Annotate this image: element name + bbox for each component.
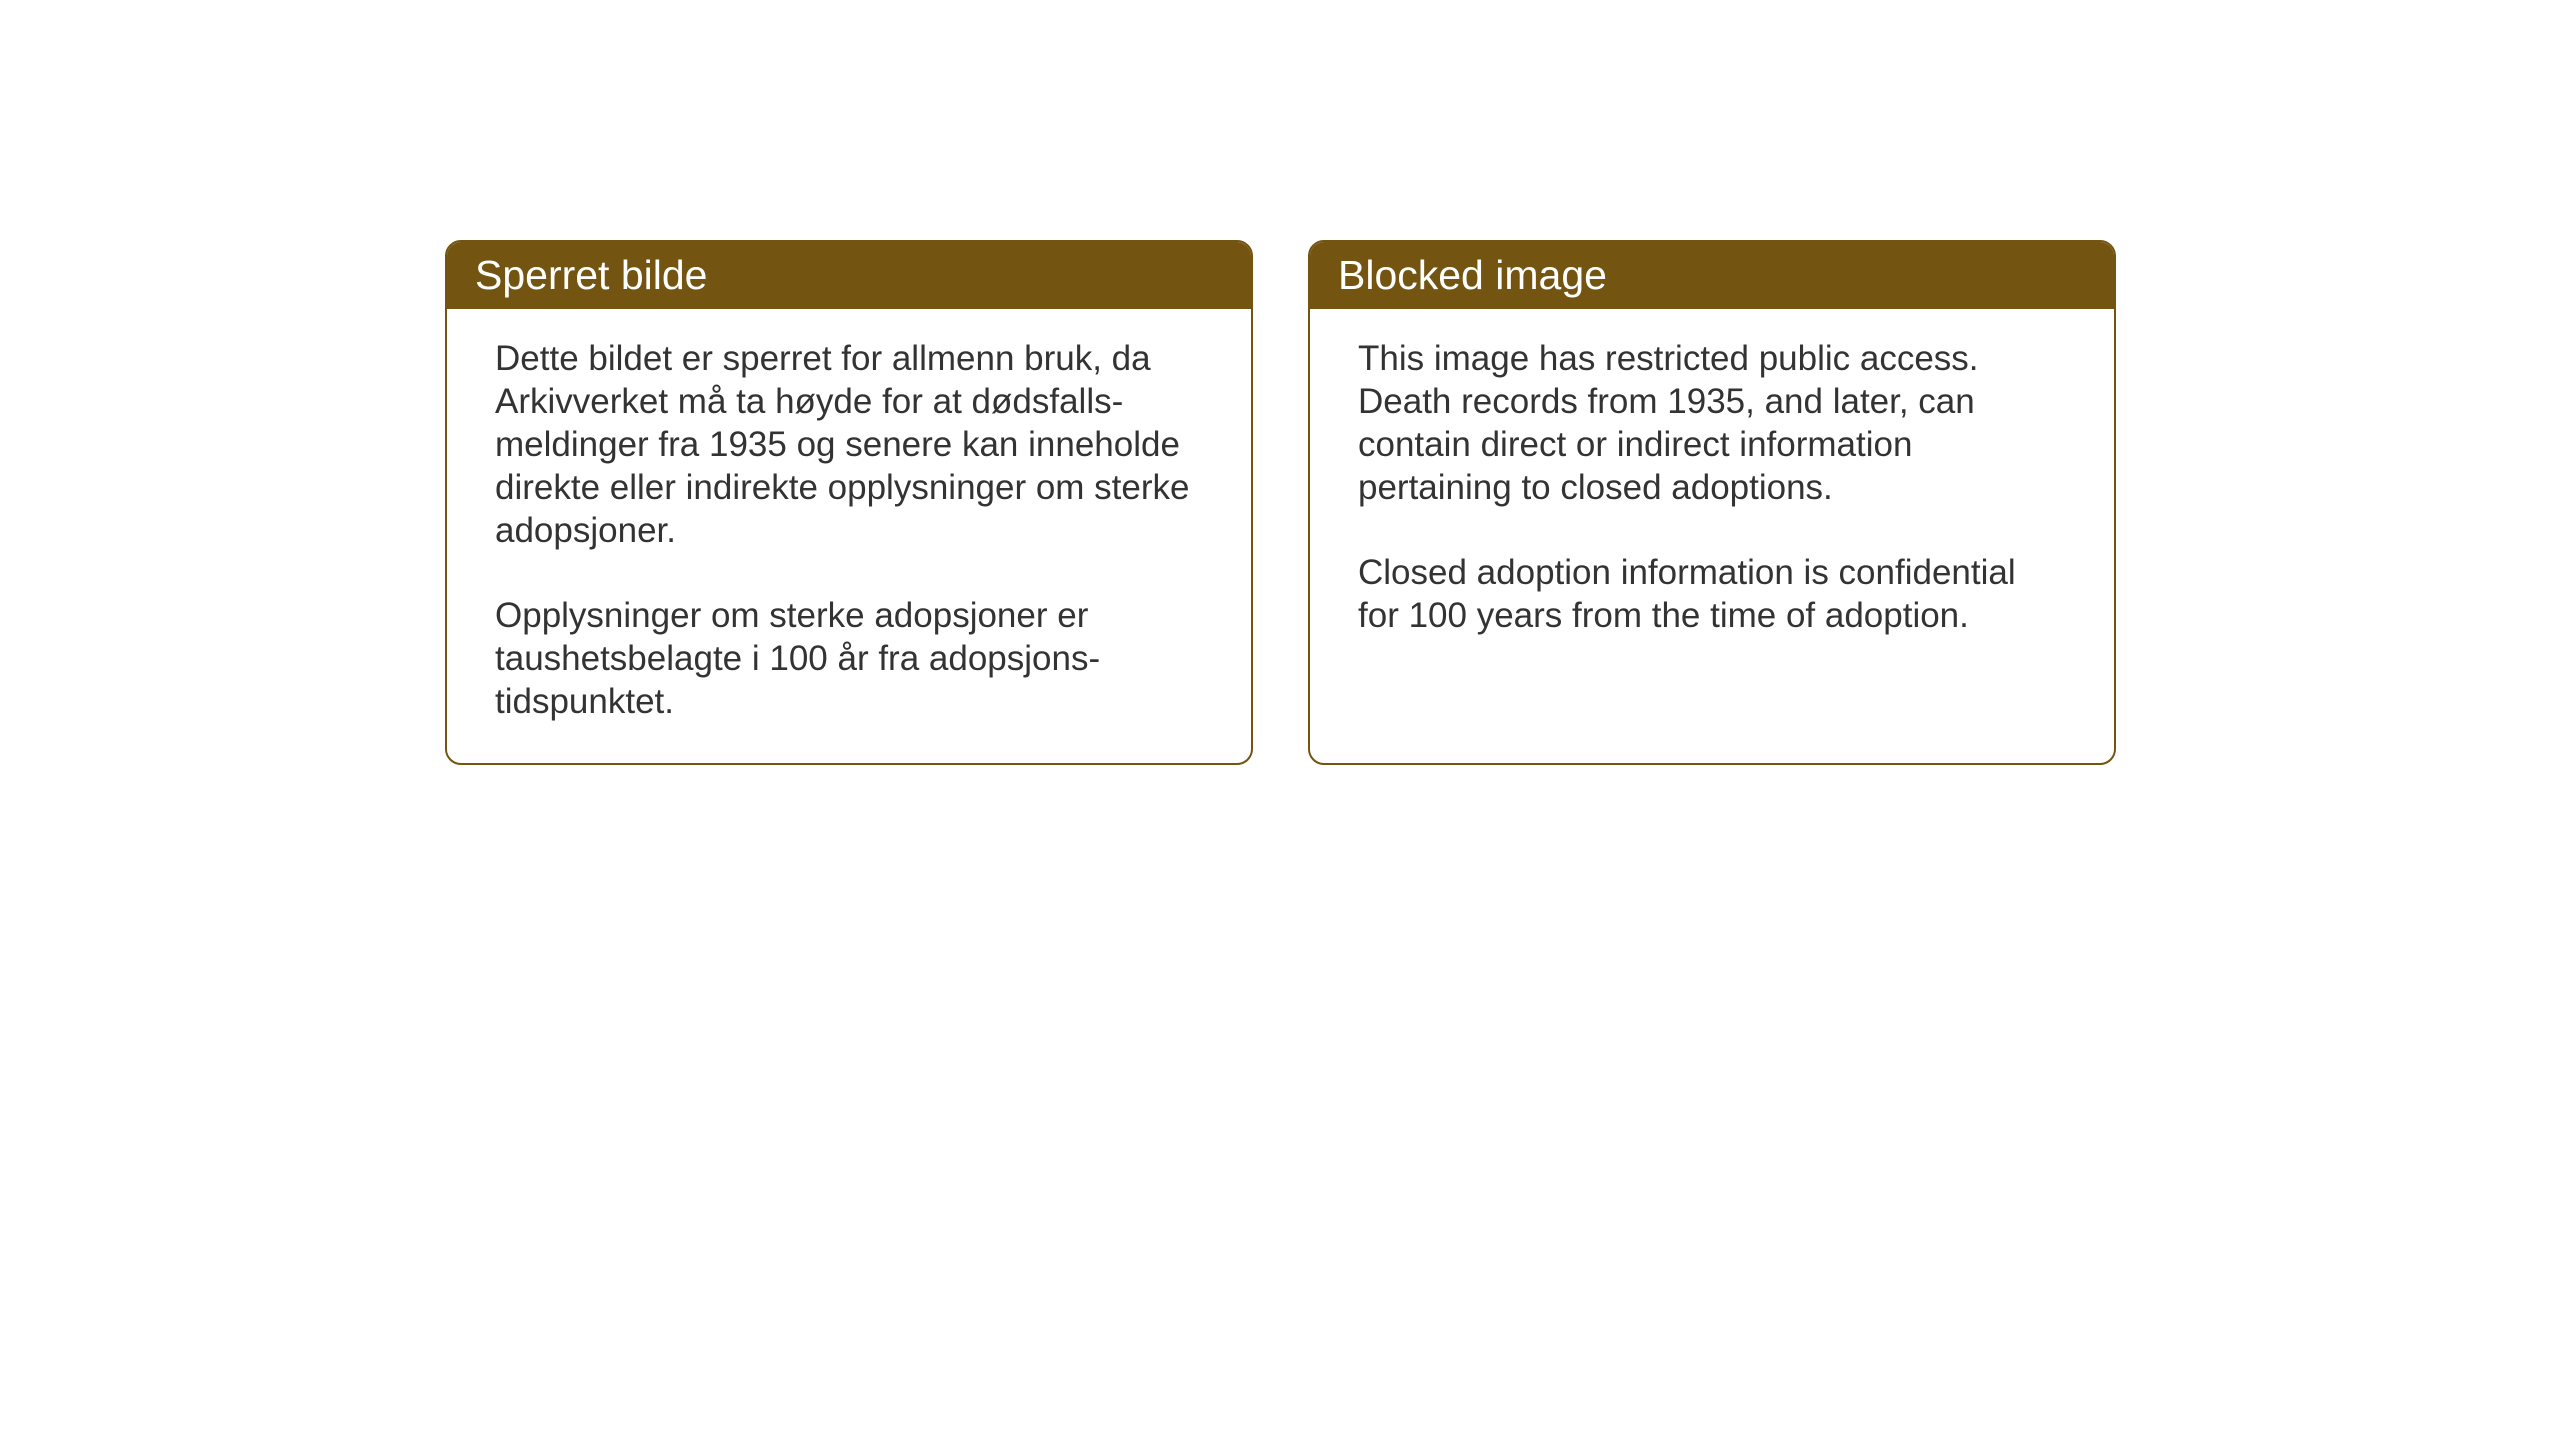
card-norwegian-paragraph-1: Dette bildet er sperret for allmenn bruk… xyxy=(495,337,1203,552)
card-english-paragraph-2: Closed adoption information is confident… xyxy=(1358,551,2066,637)
card-norwegian: Sperret bilde Dette bildet er sperret fo… xyxy=(445,240,1253,765)
card-norwegian-header: Sperret bilde xyxy=(447,242,1251,309)
cards-container: Sperret bilde Dette bildet er sperret fo… xyxy=(445,240,2116,765)
card-english: Blocked image This image has restricted … xyxy=(1308,240,2116,765)
card-english-header: Blocked image xyxy=(1310,242,2114,309)
card-norwegian-body: Dette bildet er sperret for allmenn bruk… xyxy=(447,309,1251,763)
card-norwegian-paragraph-2: Opplysninger om sterke adopsjoner er tau… xyxy=(495,594,1203,723)
card-english-title: Blocked image xyxy=(1338,252,1607,298)
card-english-paragraph-1: This image has restricted public access.… xyxy=(1358,337,2066,509)
card-norwegian-title: Sperret bilde xyxy=(475,252,707,298)
card-english-body: This image has restricted public access.… xyxy=(1310,309,2114,729)
